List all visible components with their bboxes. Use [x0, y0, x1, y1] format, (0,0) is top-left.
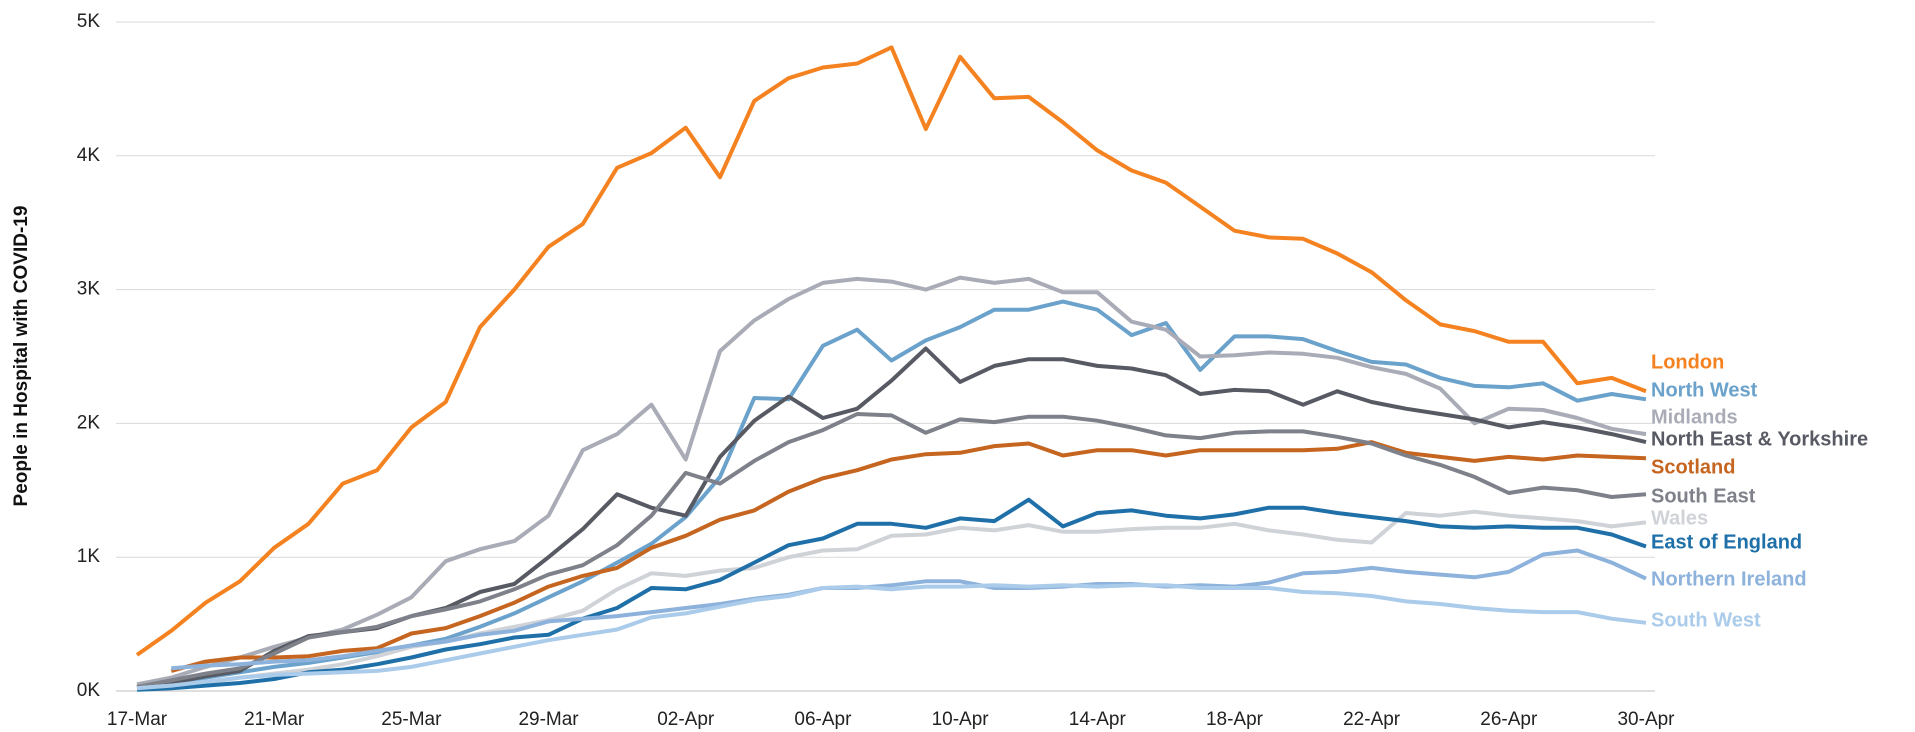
y-tick-label: 2K: [77, 412, 101, 433]
legend-label: North East & Yorkshire: [1651, 428, 1868, 450]
legend-label: London: [1651, 351, 1724, 373]
x-tick-label: 25-Mar: [381, 709, 442, 730]
x-tick-label: 10-Apr: [932, 709, 990, 730]
x-tick-label: 21-Mar: [244, 709, 305, 730]
x-tick-label: 26-Apr: [1480, 709, 1538, 730]
x-tick-label: 29-Mar: [518, 709, 579, 730]
x-tick-label: 14-Apr: [1069, 709, 1127, 730]
x-tick-label: 06-Apr: [794, 709, 852, 730]
legend-label: East of England: [1651, 531, 1802, 553]
series-line: [136, 509, 1647, 691]
x-tick-label: 02-Apr: [657, 709, 715, 730]
x-tick-label: 30-Apr: [1617, 709, 1675, 730]
series-line: [171, 548, 1647, 671]
y-tick-label: 5K: [77, 11, 101, 32]
series-line: [136, 275, 1647, 687]
x-tick-label: 18-Apr: [1206, 709, 1264, 730]
y-tick-label: 4K: [77, 145, 101, 166]
legend-label: South West: [1651, 609, 1761, 631]
legend-label: North West: [1651, 379, 1758, 401]
x-tick-label: 22-Apr: [1343, 709, 1401, 730]
series-line: [136, 412, 1647, 689]
y-tick-label: 0K: [77, 680, 101, 701]
series-line: [135, 45, 1647, 657]
series-line: [136, 583, 1647, 691]
series-line: [170, 440, 1647, 673]
legend-label: Scotland: [1651, 456, 1735, 478]
y-tick-label: 1K: [77, 546, 101, 567]
legend-label: Midlands: [1651, 406, 1738, 428]
legend-label: South East: [1651, 485, 1756, 507]
legend-label: Wales: [1651, 507, 1708, 529]
y-axis-title: People in Hospital with COVID-19: [11, 206, 32, 507]
x-tick-label: 17-Mar: [107, 709, 168, 730]
legend-label: Northern Ireland: [1651, 568, 1807, 590]
series-line: [136, 497, 1647, 692]
y-tick-label: 3K: [77, 279, 101, 300]
series-line: [136, 346, 1647, 689]
